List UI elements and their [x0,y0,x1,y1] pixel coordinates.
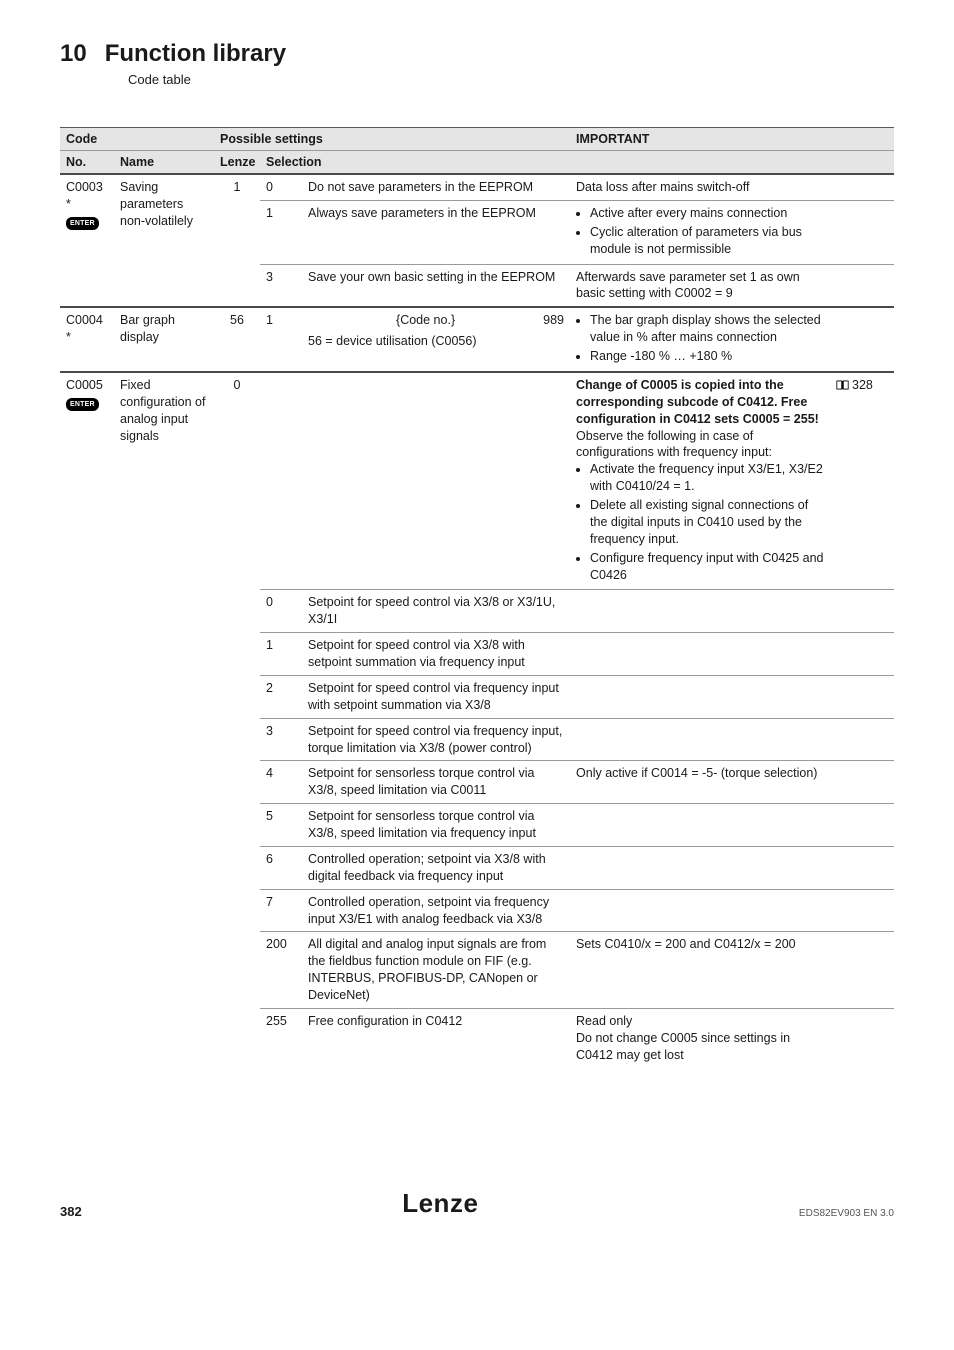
doc-id: EDS82EV903 EN 3.0 [799,1208,894,1219]
sel-desc: Do not save parameters in the EEPROM [302,173,570,200]
table-header-row: Code Possible settings IMPORTANT [60,127,894,150]
code-table: Code Possible settings IMPORTANT No. Nam… [60,127,894,1068]
table-subheader-row: No. Name Lenze Selection [60,150,894,173]
sel-key: 2 [260,675,302,718]
col-code: Code [60,127,214,150]
sel-key: 1 [260,632,302,675]
code-row-c0005: C0005 ENTER Fixed configuration of analo… [60,371,894,590]
sel-desc: Setpoint for speed control via frequency… [302,718,570,761]
sel-desc: All digital and analog input signals are… [302,931,570,1008]
chapter-number: 10 [60,40,87,68]
enter-badge-icon: ENTER [66,398,99,410]
page: 10 Function library Code table Code Poss… [0,0,954,1259]
cross-ref: 328 [830,371,894,590]
col-important-sub [570,150,894,173]
col-lenze: Lenze [214,150,260,173]
code-no: C0003 * ENTER [60,173,114,306]
sel-desc: Controlled operation; setpoint via X3/8 … [302,846,570,889]
sel-imp: Read only Do not change C0005 since sett… [570,1008,830,1068]
page-number: 382 [60,1204,82,1219]
sel-desc: Setpoint for speed control via X3/8 or X… [302,589,570,632]
sel-imp: Afterwards save parameter set 1 as own b… [570,264,830,307]
code-row-c0004: C0004 * Bar graph display 56 1 {Code no.… [60,306,894,371]
chapter-title: Function library [105,40,286,68]
sel-key: 4 [260,760,302,803]
col-important: IMPORTANT [570,127,894,150]
page-footer: 382 Lenze EDS82EV903 EN 3.0 [60,1188,894,1219]
code-no: C0005 ENTER [60,371,114,1068]
sel-desc: {Code no.} 989 56 = device utilisation (… [302,306,570,371]
sel-desc: Setpoint for sensorless torque control v… [302,803,570,846]
sel-key: 255 [260,1008,302,1068]
sel-key: 200 [260,931,302,1008]
col-possible: Possible settings [214,127,570,150]
sel-imp: Only active if C0014 = -5- (torque selec… [570,760,830,803]
sel-imp: Sets C0410/x = 200 and C0412/x = 200 [570,931,830,1008]
code-name: Bar graph display [114,306,214,371]
col-selection: Selection [260,150,570,173]
code-name: Saving parameters non-volatilely [114,173,214,306]
sel-desc: Setpoint for speed control via X3/8 with… [302,632,570,675]
enter-badge-icon: ENTER [66,217,99,229]
sel-key: 3 [260,718,302,761]
sel-key: 0 [260,589,302,632]
sel-key: 1 [260,306,302,371]
sel-key: 5 [260,803,302,846]
sel-desc: Setpoint for speed control via frequency… [302,675,570,718]
code-row-c0003: C0003 * ENTER Saving parameters non-vola… [60,173,894,200]
sel-desc: Controlled operation, setpoint via frequ… [302,889,570,932]
code-no: C0004 * [60,306,114,371]
sel-desc: Free configuration in C0412 [302,1008,570,1068]
sel-key: 3 [260,264,302,307]
sel-imp: The bar graph display shows the selected… [570,306,830,371]
code-lenze: 1 [214,173,260,306]
sel-key: 0 [260,173,302,200]
sel-imp: Data loss after mains switch-off [570,173,830,200]
sel-key: 6 [260,846,302,889]
book-icon [836,380,849,390]
code-name: Fixed configuration of analog input sign… [114,371,214,1068]
sel-desc: Save your own basic setting in the EEPRO… [302,264,570,307]
brand-logo: Lenze [402,1188,478,1219]
sel-imp: Change of C0005 is copied into the corre… [570,371,830,590]
page-header: 10 Function library [60,40,894,68]
sel-imp: Active after every mains connection Cycl… [570,200,830,264]
sel-desc: Setpoint for sensorless torque control v… [302,760,570,803]
chapter-subtitle: Code table [128,72,894,87]
col-no: No. [60,150,114,173]
code-lenze: 56 [214,306,260,371]
code-lenze: 0 [214,371,260,1068]
col-name: Name [114,150,214,173]
sel-desc: Always save parameters in the EEPROM [302,200,570,264]
sel-key: 1 [260,200,302,264]
sel-key: 7 [260,889,302,932]
